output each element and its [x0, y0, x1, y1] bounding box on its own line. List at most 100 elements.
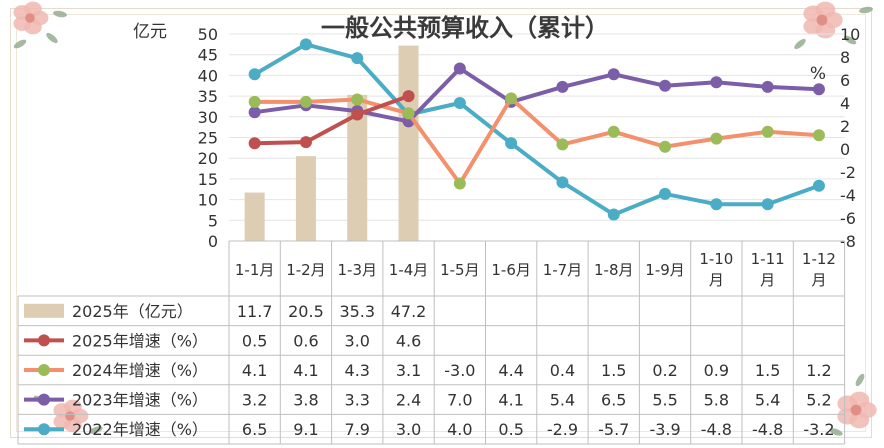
leaf [13, 39, 27, 49]
category-label: 1-9月 [645, 261, 685, 279]
table-value: 4.1 [293, 361, 318, 380]
data-point [248, 106, 261, 119]
category-label: 1-1月 [235, 261, 275, 279]
legend-label: 2023年增速（%） [72, 391, 208, 410]
table-value: 0.6 [293, 331, 318, 350]
leaf [855, 373, 865, 387]
left-tick-label: 30 [198, 108, 218, 127]
table-value: 0.4 [550, 361, 575, 380]
category-label: 1-8月 [594, 261, 634, 279]
table-value: 11.7 [237, 302, 273, 321]
right-tick-label: -6 [840, 209, 856, 228]
flower-center [65, 411, 75, 421]
leaf [859, 6, 873, 14]
decorative-frame [10, 8, 872, 438]
data-point [812, 179, 825, 192]
legend-marker [38, 364, 50, 376]
legend-marker [38, 423, 50, 436]
table-value: 9.1 [293, 420, 318, 439]
legend-label: 2024年增速（%） [72, 361, 208, 380]
table-value: -4.8 [701, 420, 732, 439]
table-value: 7.9 [345, 420, 370, 439]
data-point [607, 208, 620, 221]
leaf [794, 38, 806, 50]
data-point [299, 136, 312, 149]
data-point [299, 95, 312, 108]
data-point [761, 125, 774, 138]
table-value: 6.5 [242, 420, 267, 439]
table-value: 4.4 [498, 361, 523, 380]
category-label: 1-11 [751, 250, 785, 268]
series-line [254, 96, 820, 186]
table-value: 5.5 [652, 391, 677, 410]
table-value: 5.8 [704, 391, 729, 410]
series-line [254, 66, 819, 124]
series-line [254, 94, 410, 146]
data-point [812, 129, 825, 142]
table-value: 6.5 [601, 391, 626, 410]
legend-marker [38, 334, 50, 347]
data-point [761, 198, 774, 211]
series-line [253, 42, 820, 217]
data-point [812, 83, 825, 96]
right-tick-label: -2 [840, 163, 856, 182]
table-value: 3.2 [242, 391, 267, 410]
legend-swatch [24, 303, 64, 318]
left-tick-label: 40 [198, 66, 218, 85]
flower-center [816, 14, 828, 26]
left-tick-label: 35 [198, 87, 218, 106]
category-label: 1-3月 [338, 261, 378, 279]
category-label: 1-12 [802, 250, 836, 268]
table-value: 1.5 [601, 361, 626, 380]
table-value: 3.3 [345, 391, 370, 410]
leaf [53, 10, 67, 18]
table-value: 4.1 [498, 391, 523, 410]
leaf [829, 428, 843, 436]
left-axis-label: 亿元 [133, 22, 167, 42]
chart-title: 一般公共预算收入（累计） [321, 14, 609, 42]
table-value: 47.2 [391, 302, 427, 321]
table-value: -3.9 [649, 420, 680, 439]
table-value: 5.4 [755, 391, 780, 410]
table-value: 5.2 [806, 391, 831, 410]
data-point [556, 176, 569, 189]
data-point [710, 198, 723, 211]
table-value: -2.9 [547, 420, 578, 439]
table-value: 0.5 [498, 420, 523, 439]
table-value: 3.8 [293, 391, 318, 410]
data-point [248, 68, 261, 81]
decorative-frame-inner [16, 14, 866, 432]
table-value: 3.0 [345, 331, 370, 350]
left-tick-label: 45 [198, 46, 218, 65]
table-value: 1.2 [806, 361, 831, 380]
right-tick-label: 6 [840, 71, 850, 90]
bar [398, 45, 419, 242]
legend-label: 2025年增速（%） [72, 331, 208, 350]
data-point [402, 90, 415, 103]
data-point [607, 125, 620, 138]
left-tick-label: 20 [198, 149, 218, 168]
category-label: 月 [709, 271, 724, 289]
data-point [659, 187, 672, 200]
leaf [46, 32, 58, 44]
flower-petal [815, 1, 836, 18]
flower-petal [24, 1, 42, 17]
table-value: 0.5 [242, 331, 267, 350]
right-tick-label: 8 [840, 48, 850, 67]
floral-decoration [13, 1, 877, 436]
left-tick-label: 5 [208, 211, 218, 230]
left-tick-label: 15 [198, 170, 218, 189]
data-point [453, 62, 466, 75]
table-value: 0.2 [652, 361, 677, 380]
category-label: 1-2月 [286, 261, 326, 279]
leaf [89, 426, 103, 434]
table-value: 3.1 [396, 361, 421, 380]
data-point [710, 132, 723, 145]
leaf [843, 35, 857, 45]
legend-marker [38, 393, 50, 406]
flower-petal [849, 391, 870, 408]
table-value: 4.1 [242, 361, 267, 380]
